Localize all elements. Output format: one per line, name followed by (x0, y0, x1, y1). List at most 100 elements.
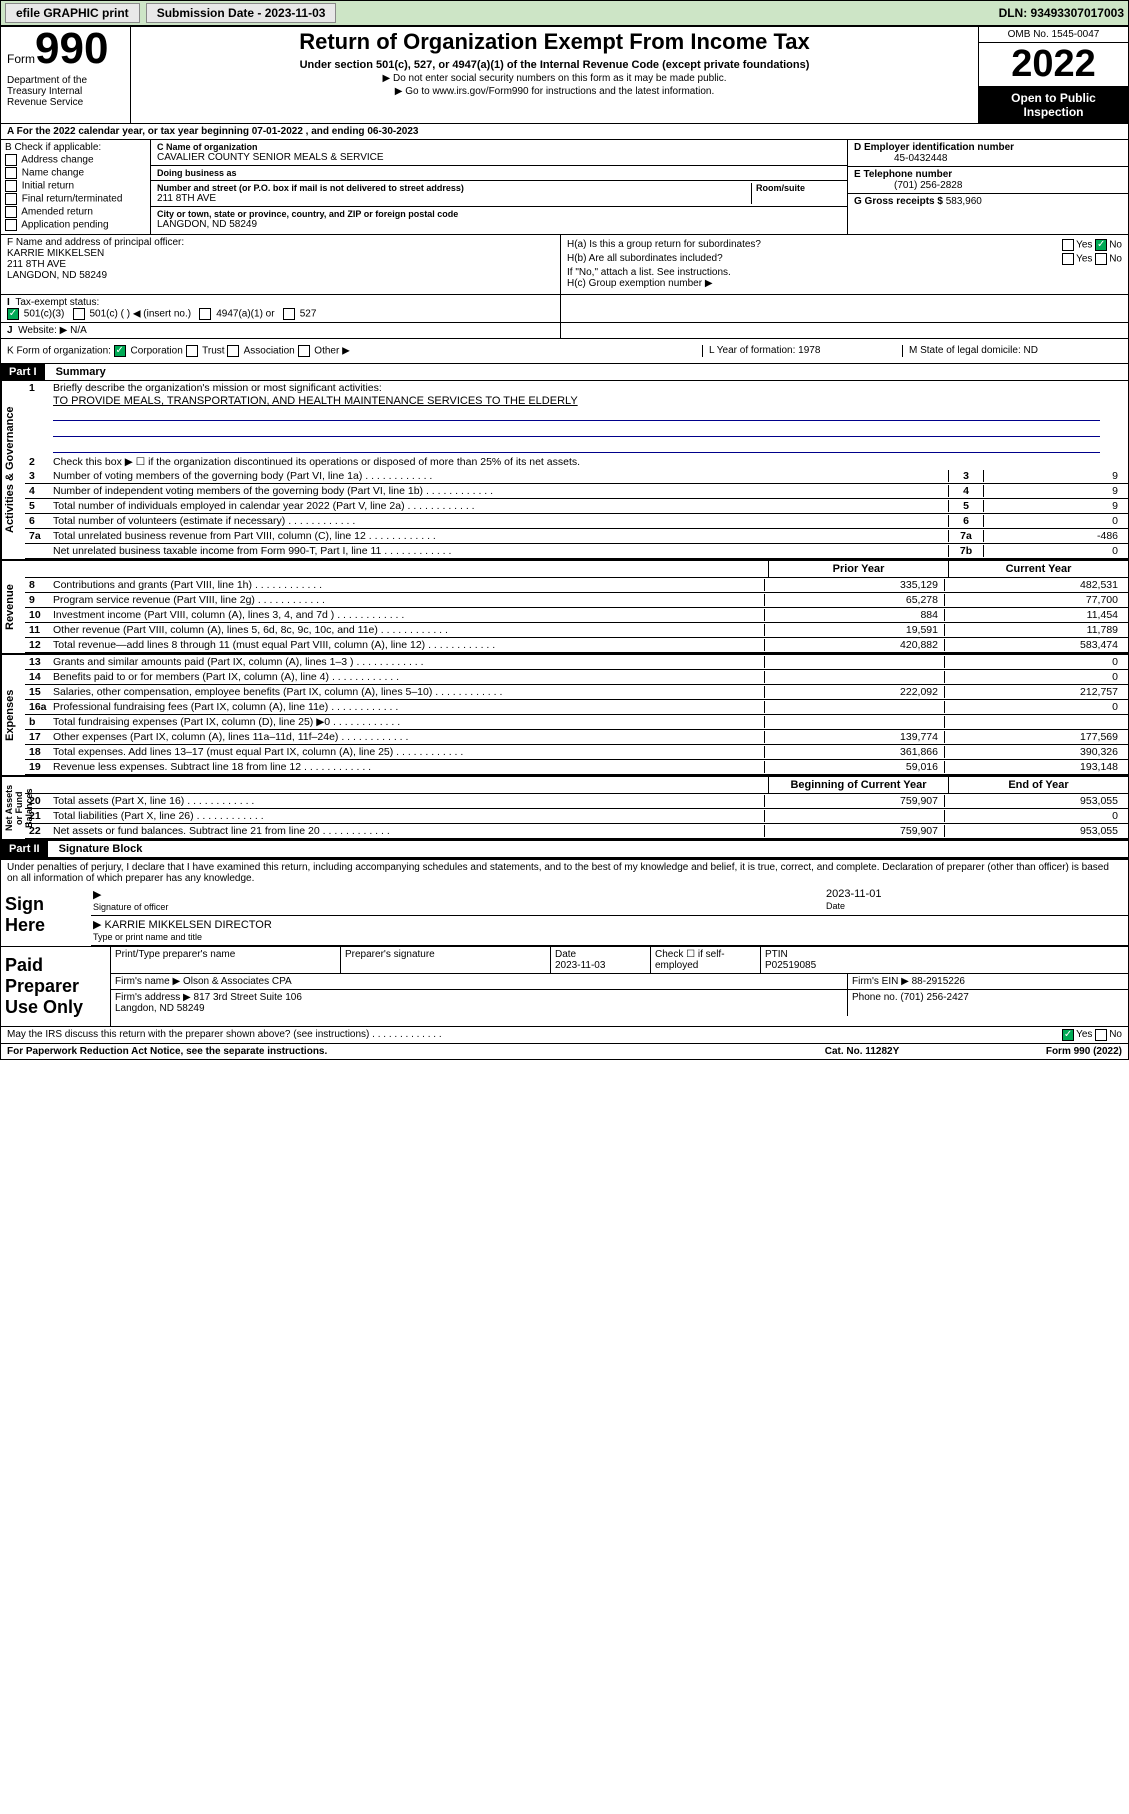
chk-assoc[interactable] (227, 345, 239, 357)
ha-yes[interactable] (1062, 239, 1074, 251)
section-ij: I Tax-exempt status: ✓ 501(c)(3) 501(c) … (1, 295, 1128, 323)
table-row: 9Program service revenue (Part VIII, lin… (25, 593, 1128, 608)
side-expenses: Expenses (1, 655, 25, 775)
street: 211 8TH AVE (157, 193, 751, 204)
gov-line: 4Number of independent voting members of… (25, 484, 1128, 499)
i-label: Tax-exempt status: (15, 297, 99, 308)
footer-row: For Paperwork Reduction Act Notice, see … (1, 1043, 1128, 1059)
section-fh: F Name and address of principal officer:… (1, 235, 1128, 295)
calendar-year-row: A For the 2022 calendar year, or tax yea… (1, 124, 1128, 140)
chk-app-pending[interactable]: Application pending (5, 219, 146, 231)
discuss-yes[interactable]: ✓ (1062, 1029, 1074, 1041)
chk-address-change[interactable]: Address change (5, 154, 146, 166)
table-row: 20Total assets (Part X, line 16)759,9079… (25, 794, 1128, 809)
section-de: D Employer identification number 45-0432… (848, 140, 1128, 234)
hb-yes[interactable] (1062, 253, 1074, 265)
table-row: 12Total revenue—add lines 8 through 11 (… (25, 638, 1128, 653)
ptin: P02519085 (765, 960, 816, 971)
table-row: 11Other revenue (Part VIII, column (A), … (25, 623, 1128, 638)
c-dba-label: Doing business as (157, 168, 841, 178)
table-row: 15Salaries, other compensation, employee… (25, 685, 1128, 700)
eoy-hdr: End of Year (948, 777, 1128, 793)
firm-ein-label: Firm's EIN ▶ (852, 976, 909, 987)
sig-date: 2023-11-01 (826, 888, 881, 900)
section-klm: K Form of organization: ✓ Corporation Tr… (1, 339, 1128, 364)
c-room-label: Room/suite (756, 183, 841, 193)
firm-ph: (701) 256-2427 (900, 992, 968, 1003)
prep-sig-label: Preparer's signature (341, 947, 551, 973)
discuss-no[interactable] (1095, 1029, 1107, 1041)
mission-text: TO PROVIDE MEALS, TRANSPORTATION, AND HE… (53, 395, 1100, 407)
chk-trust[interactable] (186, 345, 198, 357)
hc-label: H(c) Group exemption number ▶ (567, 278, 1122, 289)
expenses-block: Expenses 13Grants and similar amounts pa… (1, 655, 1128, 777)
sig-officer-label: Signature of officer (93, 902, 168, 912)
discuss-row: May the IRS discuss this return with the… (1, 1027, 1128, 1043)
netassets-block: Net Assets or Fund Balances Beginning of… (1, 777, 1128, 841)
chk-initial-return[interactable]: Initial return (5, 180, 146, 192)
table-row: 22Net assets or fund balances. Subtract … (25, 824, 1128, 839)
prep-selfemp: Check ☐ if self-employed (651, 947, 761, 973)
form-word: Form (7, 52, 35, 66)
k-label: K Form of organization: (7, 346, 111, 357)
chk-name-change[interactable]: Name change (5, 167, 146, 179)
bcy-hdr: Beginning of Current Year (768, 777, 948, 793)
gov-line: Net unrelated business taxable income fr… (25, 544, 1128, 559)
chk-final-return[interactable]: Final return/terminated (5, 193, 146, 205)
firm-ph-label: Phone no. (852, 992, 898, 1003)
part2-header: Part II Signature Block (1, 841, 1128, 858)
chk-4947[interactable] (199, 308, 211, 320)
chk-501c3[interactable]: ✓ (7, 308, 19, 320)
hb-no[interactable] (1095, 253, 1107, 265)
paid-preparer-label: Paid Preparer Use Only (1, 947, 111, 1026)
table-row: 21Total liabilities (Part X, line 26)0 (25, 809, 1128, 824)
discuss-question: May the IRS discuss this return with the… (7, 1029, 1062, 1041)
chk-corp[interactable]: ✓ (114, 345, 126, 357)
efile-button[interactable]: efile GRAPHIC print (5, 3, 140, 23)
topbar: efile GRAPHIC print Submission Date - 20… (0, 0, 1129, 26)
form-ref: Form 990 (2022) (962, 1046, 1122, 1057)
l-label: L Year of formation: (709, 345, 795, 356)
prep-date: 2023-11-03 (555, 960, 605, 971)
table-row: 19Revenue less expenses. Subtract line 1… (25, 760, 1128, 775)
side-governance: Activities & Governance (1, 381, 25, 559)
current-year-hdr: Current Year (948, 561, 1128, 577)
side-netassets: Net Assets or Fund Balances (1, 777, 25, 839)
ha-label: H(a) Is this a group return for subordin… (567, 239, 761, 251)
firm-name: Olson & Associates CPA (183, 976, 292, 987)
section-bcde: B Check if applicable: Address change Na… (1, 140, 1128, 235)
g-label: G Gross receipts $ (854, 196, 943, 207)
chk-amended[interactable]: Amended return (5, 206, 146, 218)
paid-preparer-row: Paid Preparer Use Only Print/Type prepar… (1, 947, 1128, 1027)
submission-button[interactable]: Submission Date - 2023-11-03 (146, 3, 337, 23)
subtitle-3: ▶ Go to www.irs.gov/Form990 for instruct… (137, 86, 972, 97)
chk-other[interactable] (298, 345, 310, 357)
pra-notice: For Paperwork Reduction Act Notice, see … (7, 1046, 762, 1057)
printed-label: Type or print name and title (93, 932, 202, 942)
subtitle-2: ▶ Do not enter social security numbers o… (137, 73, 972, 84)
chk-501c[interactable] (73, 308, 85, 320)
c-city-label: City or town, state or province, country… (157, 209, 841, 219)
year-formed: 1978 (798, 345, 820, 356)
table-row: 18Total expenses. Add lines 13–17 (must … (25, 745, 1128, 760)
firm-addr-label: Firm's address ▶ (115, 992, 191, 1003)
officer-printed: KARRIE MIKKELSEN DIRECTOR (105, 919, 272, 931)
m-label: M State of legal domicile: (909, 345, 1021, 356)
table-row: bTotal fundraising expenses (Part IX, co… (25, 715, 1128, 730)
ha-no[interactable]: ✓ (1095, 239, 1107, 251)
org-name: CAVALIER COUNTY SENIOR MEALS & SERVICE (157, 152, 841, 163)
firm-ein: 88-2915226 (912, 976, 965, 987)
sig-date-label: Date (826, 901, 845, 911)
c-street-label: Number and street (or P.O. box if mail i… (157, 183, 751, 193)
d-label: D Employer identification number (854, 142, 1122, 153)
chk-527[interactable] (283, 308, 295, 320)
domicile: ND (1024, 345, 1038, 356)
header-row: Form990 Department of the Treasury Inter… (1, 27, 1128, 124)
sign-here-label: Sign Here (1, 886, 91, 946)
section-c: C Name of organization CAVALIER COUNTY S… (151, 140, 848, 234)
q1-label: Briefly describe the organization's miss… (53, 382, 1124, 394)
hb-label: H(b) Are all subordinates included? (567, 253, 723, 265)
j-label: Website: ▶ (18, 325, 67, 336)
form-title: Return of Organization Exempt From Incom… (137, 29, 972, 55)
q2-label: Check this box ▶ ☐ if the organization d… (53, 456, 1124, 468)
